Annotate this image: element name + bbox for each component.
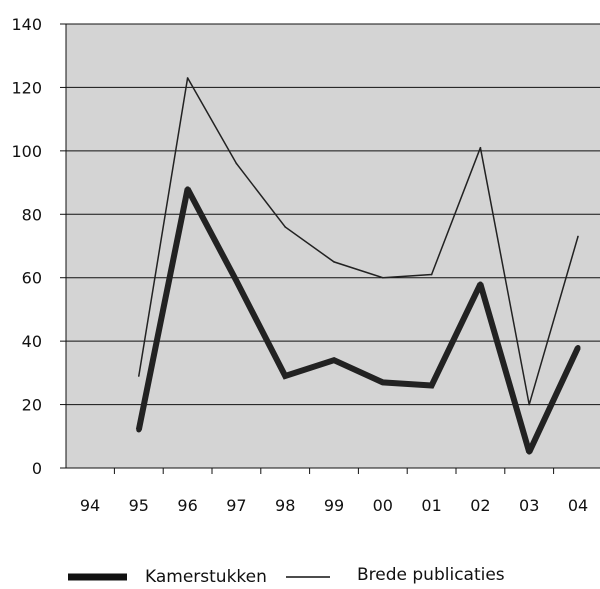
data-point	[526, 449, 532, 455]
x-tick-label: 99	[324, 496, 344, 515]
data-point	[577, 235, 579, 238]
data-point	[382, 276, 384, 279]
x-tick-label: 94	[80, 496, 100, 515]
series-line-brede-publicaties	[138, 77, 579, 405]
data-point	[429, 383, 435, 389]
data-point	[380, 379, 386, 385]
legend-label-kamerstukken: Kamerstukken	[145, 567, 267, 585]
data-point	[235, 162, 238, 165]
data-point	[186, 77, 189, 79]
data-point	[528, 403, 530, 406]
y-tick-label: 0	[32, 459, 42, 478]
data-point	[575, 344, 581, 350]
data-point	[331, 357, 337, 363]
data-point	[333, 261, 335, 263]
y-tick-label: 60	[22, 269, 42, 288]
series-lines	[135, 77, 581, 455]
x-tick-label: 97	[226, 496, 246, 515]
legend-label-brede-publicaties: Brede publicaties	[357, 565, 505, 585]
y-tick-labels: 0 20 40 60 80 100 120 140	[11, 15, 42, 478]
series-line-kamerstukken	[135, 187, 581, 454]
data-point	[282, 373, 288, 379]
y-tick-label: 100	[11, 142, 42, 161]
axes	[60, 23, 600, 474]
y-tick-label: 20	[22, 396, 42, 415]
y-tick-label: 80	[22, 205, 42, 224]
data-point	[479, 146, 482, 149]
data-point	[477, 281, 483, 287]
data-point	[136, 427, 142, 433]
x-tick-label: 98	[275, 496, 295, 515]
x-tick-label: 00	[373, 496, 393, 515]
data-point	[430, 273, 433, 276]
data-point	[185, 186, 191, 192]
y-tick-label: 120	[11, 78, 42, 97]
y-tick-label: 140	[11, 15, 42, 34]
x-tick-label: 96	[177, 496, 197, 515]
x-tick-label: 01	[421, 496, 441, 515]
x-tick-label: 03	[519, 496, 539, 515]
data-point	[138, 375, 140, 377]
data-point	[284, 226, 287, 228]
x-tick-label: 02	[470, 496, 490, 515]
legend: Kamerstukken Brede publicaties	[68, 565, 505, 587]
x-tick-labels: 94 95 96 97 98 99 00 01 02 03 04	[80, 496, 588, 515]
data-point	[233, 278, 239, 284]
x-tick-label: 04	[568, 496, 588, 515]
y-tick-label: 40	[22, 332, 42, 351]
x-tick-label: 95	[129, 496, 149, 515]
